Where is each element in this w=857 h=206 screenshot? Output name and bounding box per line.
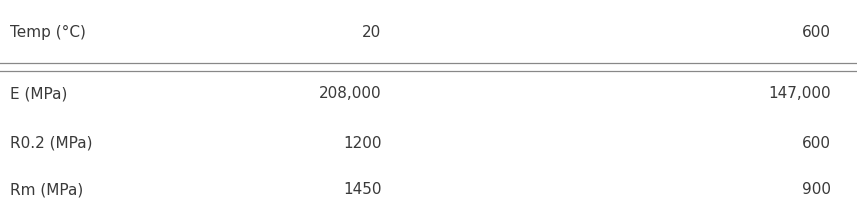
Text: R0.2 (MPa): R0.2 (MPa) [10, 136, 93, 151]
Text: Temp (°C): Temp (°C) [10, 26, 87, 40]
Text: 208,000: 208,000 [319, 86, 381, 101]
Text: 600: 600 [802, 136, 831, 151]
Text: 600: 600 [802, 26, 831, 40]
Text: 1200: 1200 [343, 136, 381, 151]
Text: 20: 20 [363, 26, 381, 40]
Text: E (MPa): E (MPa) [10, 86, 68, 101]
Text: 1450: 1450 [343, 182, 381, 197]
Text: Rm (MPa): Rm (MPa) [10, 182, 83, 197]
Text: 900: 900 [802, 182, 831, 197]
Text: 147,000: 147,000 [769, 86, 831, 101]
